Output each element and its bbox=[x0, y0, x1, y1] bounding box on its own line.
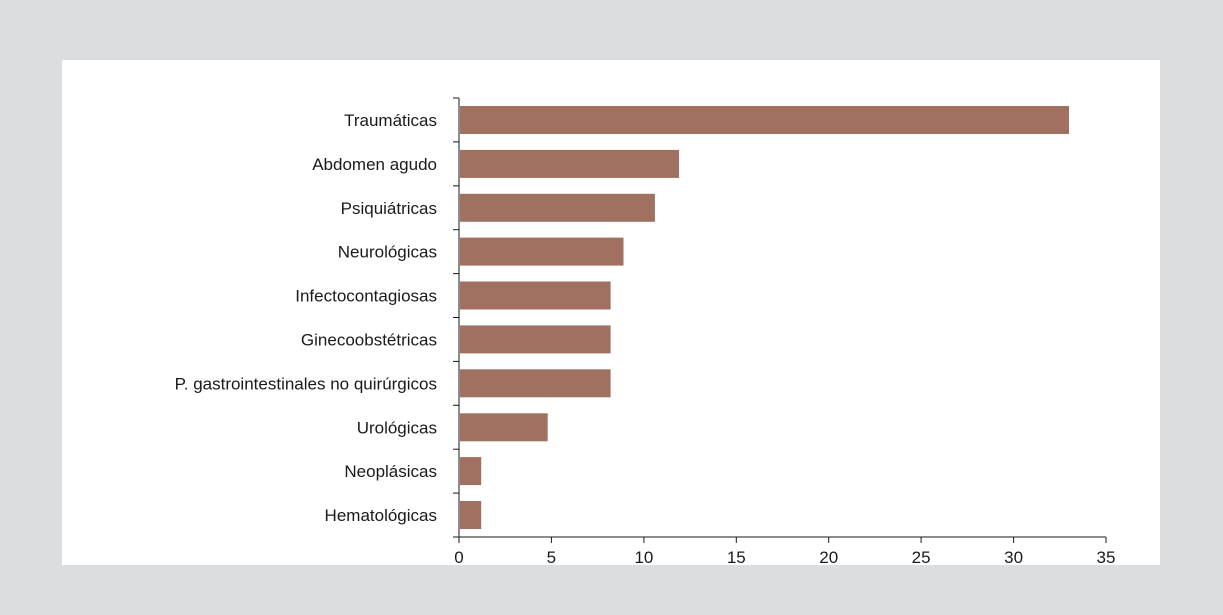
category-label: Traumáticas bbox=[344, 111, 437, 130]
category-label: Ginecoobstétricas bbox=[301, 330, 437, 349]
bar-9 bbox=[460, 501, 482, 529]
category-label: Hematológicas bbox=[325, 506, 437, 525]
category-label: Abdomen agudo bbox=[312, 155, 437, 174]
bar-5 bbox=[460, 325, 611, 354]
category-label: Neoplásicas bbox=[344, 462, 437, 481]
chart-panel: Traumáticas Abdomen agudo Psiquiátricas Neu… bbox=[62, 60, 1160, 565]
x-tick-label: 25 bbox=[912, 548, 931, 565]
x-tick-label: 0 bbox=[454, 548, 463, 565]
bar-2 bbox=[460, 193, 655, 222]
bar-chart: Traumáticas Abdomen agudo Psiquiátricas Neu… bbox=[175, 97, 1116, 565]
bar-4 bbox=[460, 281, 611, 310]
x-axis: 0 5 10 15 20 25 30 35 bbox=[454, 536, 1116, 565]
category-labels: Traumáticas Abdomen agudo Psiquiátricas Neu… bbox=[175, 111, 437, 525]
bar-1 bbox=[460, 149, 679, 178]
category-label: Infectocontagiosas bbox=[295, 287, 437, 306]
bar-7 bbox=[460, 413, 548, 442]
x-tick-label: 20 bbox=[819, 548, 838, 565]
x-tick-label: 15 bbox=[727, 548, 746, 565]
category-label: Urológicas bbox=[357, 418, 437, 437]
bar-6 bbox=[460, 369, 611, 398]
category-label: Psiquiátricas bbox=[341, 199, 437, 218]
bars-group bbox=[460, 106, 1069, 529]
category-label: P. gastrointestinales no quirúrgicos bbox=[175, 374, 437, 393]
x-tick-label: 5 bbox=[547, 548, 556, 565]
x-tick-label: 10 bbox=[634, 548, 653, 565]
bar-3 bbox=[460, 237, 624, 266]
category-label: Neurológicas bbox=[338, 243, 437, 262]
bar-8 bbox=[460, 457, 482, 486]
x-tick-label: 30 bbox=[1004, 548, 1023, 565]
bar-0 bbox=[460, 106, 1069, 134]
x-tick-label: 35 bbox=[1097, 548, 1116, 565]
y-axis bbox=[453, 97, 460, 538]
